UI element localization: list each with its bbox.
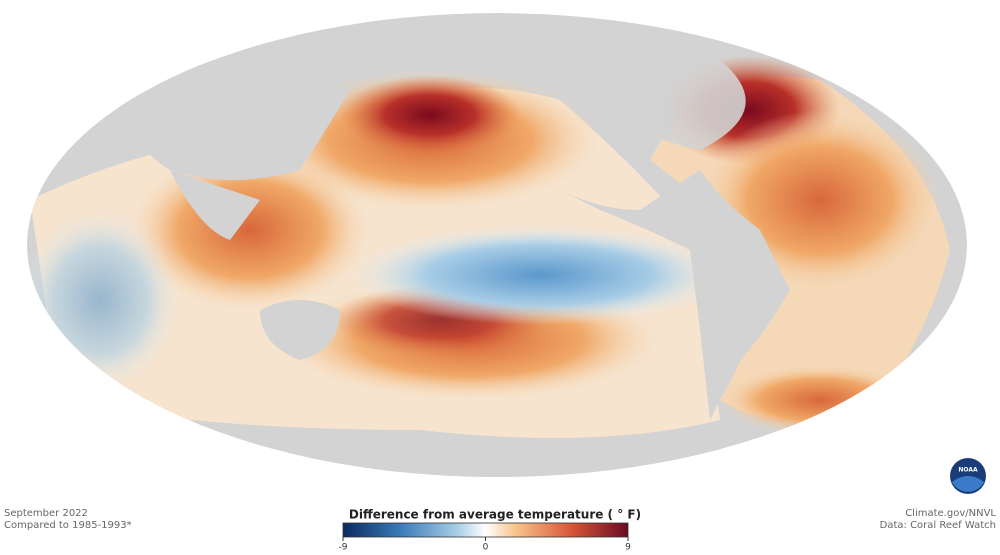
- credit-line: Data: Coral Reef Watch: [879, 520, 996, 531]
- color-bar: [342, 522, 629, 538]
- tick-label: 9: [625, 543, 631, 553]
- logo-text: NOAA: [958, 467, 978, 474]
- credits: Climate.gov/NNVL Data: Coral Reef Watch: [880, 508, 996, 532]
- caption-line: September 2022: [4, 508, 88, 519]
- caption-line: Compared to 1985-1993*: [4, 520, 132, 531]
- legend-title: Difference from average temperature ( ° …: [349, 508, 641, 522]
- credit-line: Climate.gov/NNVL: [905, 508, 996, 519]
- tick-label: 0: [483, 543, 489, 553]
- world-map: NOAA: [27, 13, 986, 494]
- tick-label: -9: [339, 543, 348, 553]
- caption: September 2022 Compared to 1985-1993*: [4, 508, 132, 532]
- legend: Difference from average temperature ( ° …: [339, 508, 642, 553]
- map-body: [27, 13, 967, 477]
